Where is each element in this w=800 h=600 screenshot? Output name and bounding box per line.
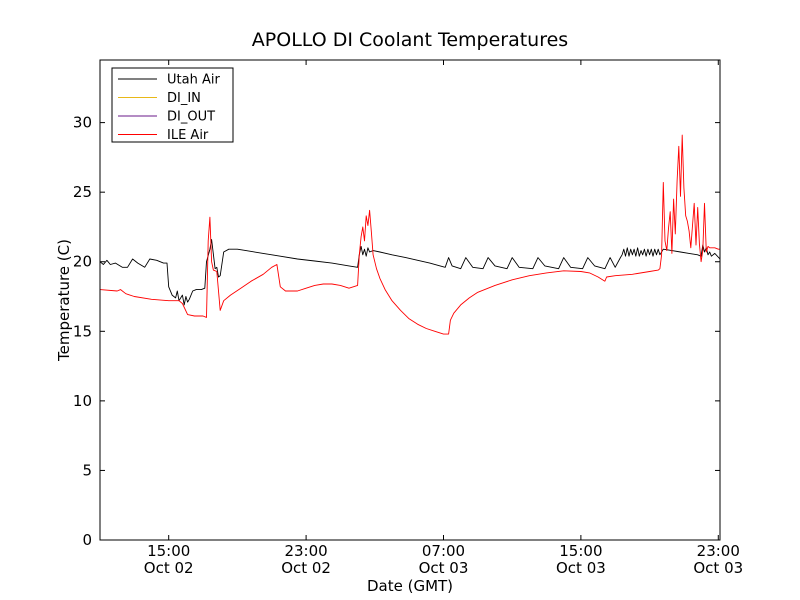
series-line-utah-air [100,239,720,306]
x-tick-label-date: Oct 02 [144,559,194,577]
y-tick-label: 20 [73,253,92,271]
legend-label-ile-air: ILE Air [167,128,209,143]
y-tick-label: 0 [82,531,92,549]
x-tick-label-date: Oct 03 [419,559,469,577]
legend-label-utah-air: Utah Air [167,73,220,88]
x-tick-label-date: Oct 03 [693,559,743,577]
legend-label-di-in: DI_IN [167,91,201,106]
x-tick-label-time: 07:00 [422,542,465,560]
x-tick-label-date: Oct 03 [556,559,606,577]
y-tick-label: 10 [73,392,92,410]
x-axis-label: Date (GMT) [367,577,453,595]
x-tick-label-date: Oct 02 [281,559,331,577]
y-tick-label: 15 [73,322,92,340]
legend-label-di-out: DI_OUT [167,110,215,125]
y-tick-label: 5 [82,461,92,479]
y-tick-label: 25 [73,183,92,201]
x-tick-label-time: 15:00 [147,542,190,560]
legend-box [111,67,234,143]
legend: Utah Air DI_IN DI_OUT ILE Air [111,67,234,143]
y-tick-label: 30 [73,114,92,132]
x-tick-label-time: 15:00 [559,542,602,560]
series-line-ile-air [100,134,720,335]
chart-title: APOLLO DI Coolant Temperatures [252,29,568,51]
x-tick-label-time: 23:00 [697,542,740,560]
y-axis-label: Temperature (C) [55,239,73,362]
series-layer [100,134,720,335]
plot-border [99,59,721,541]
x-tick-label-time: 23:00 [284,542,327,560]
